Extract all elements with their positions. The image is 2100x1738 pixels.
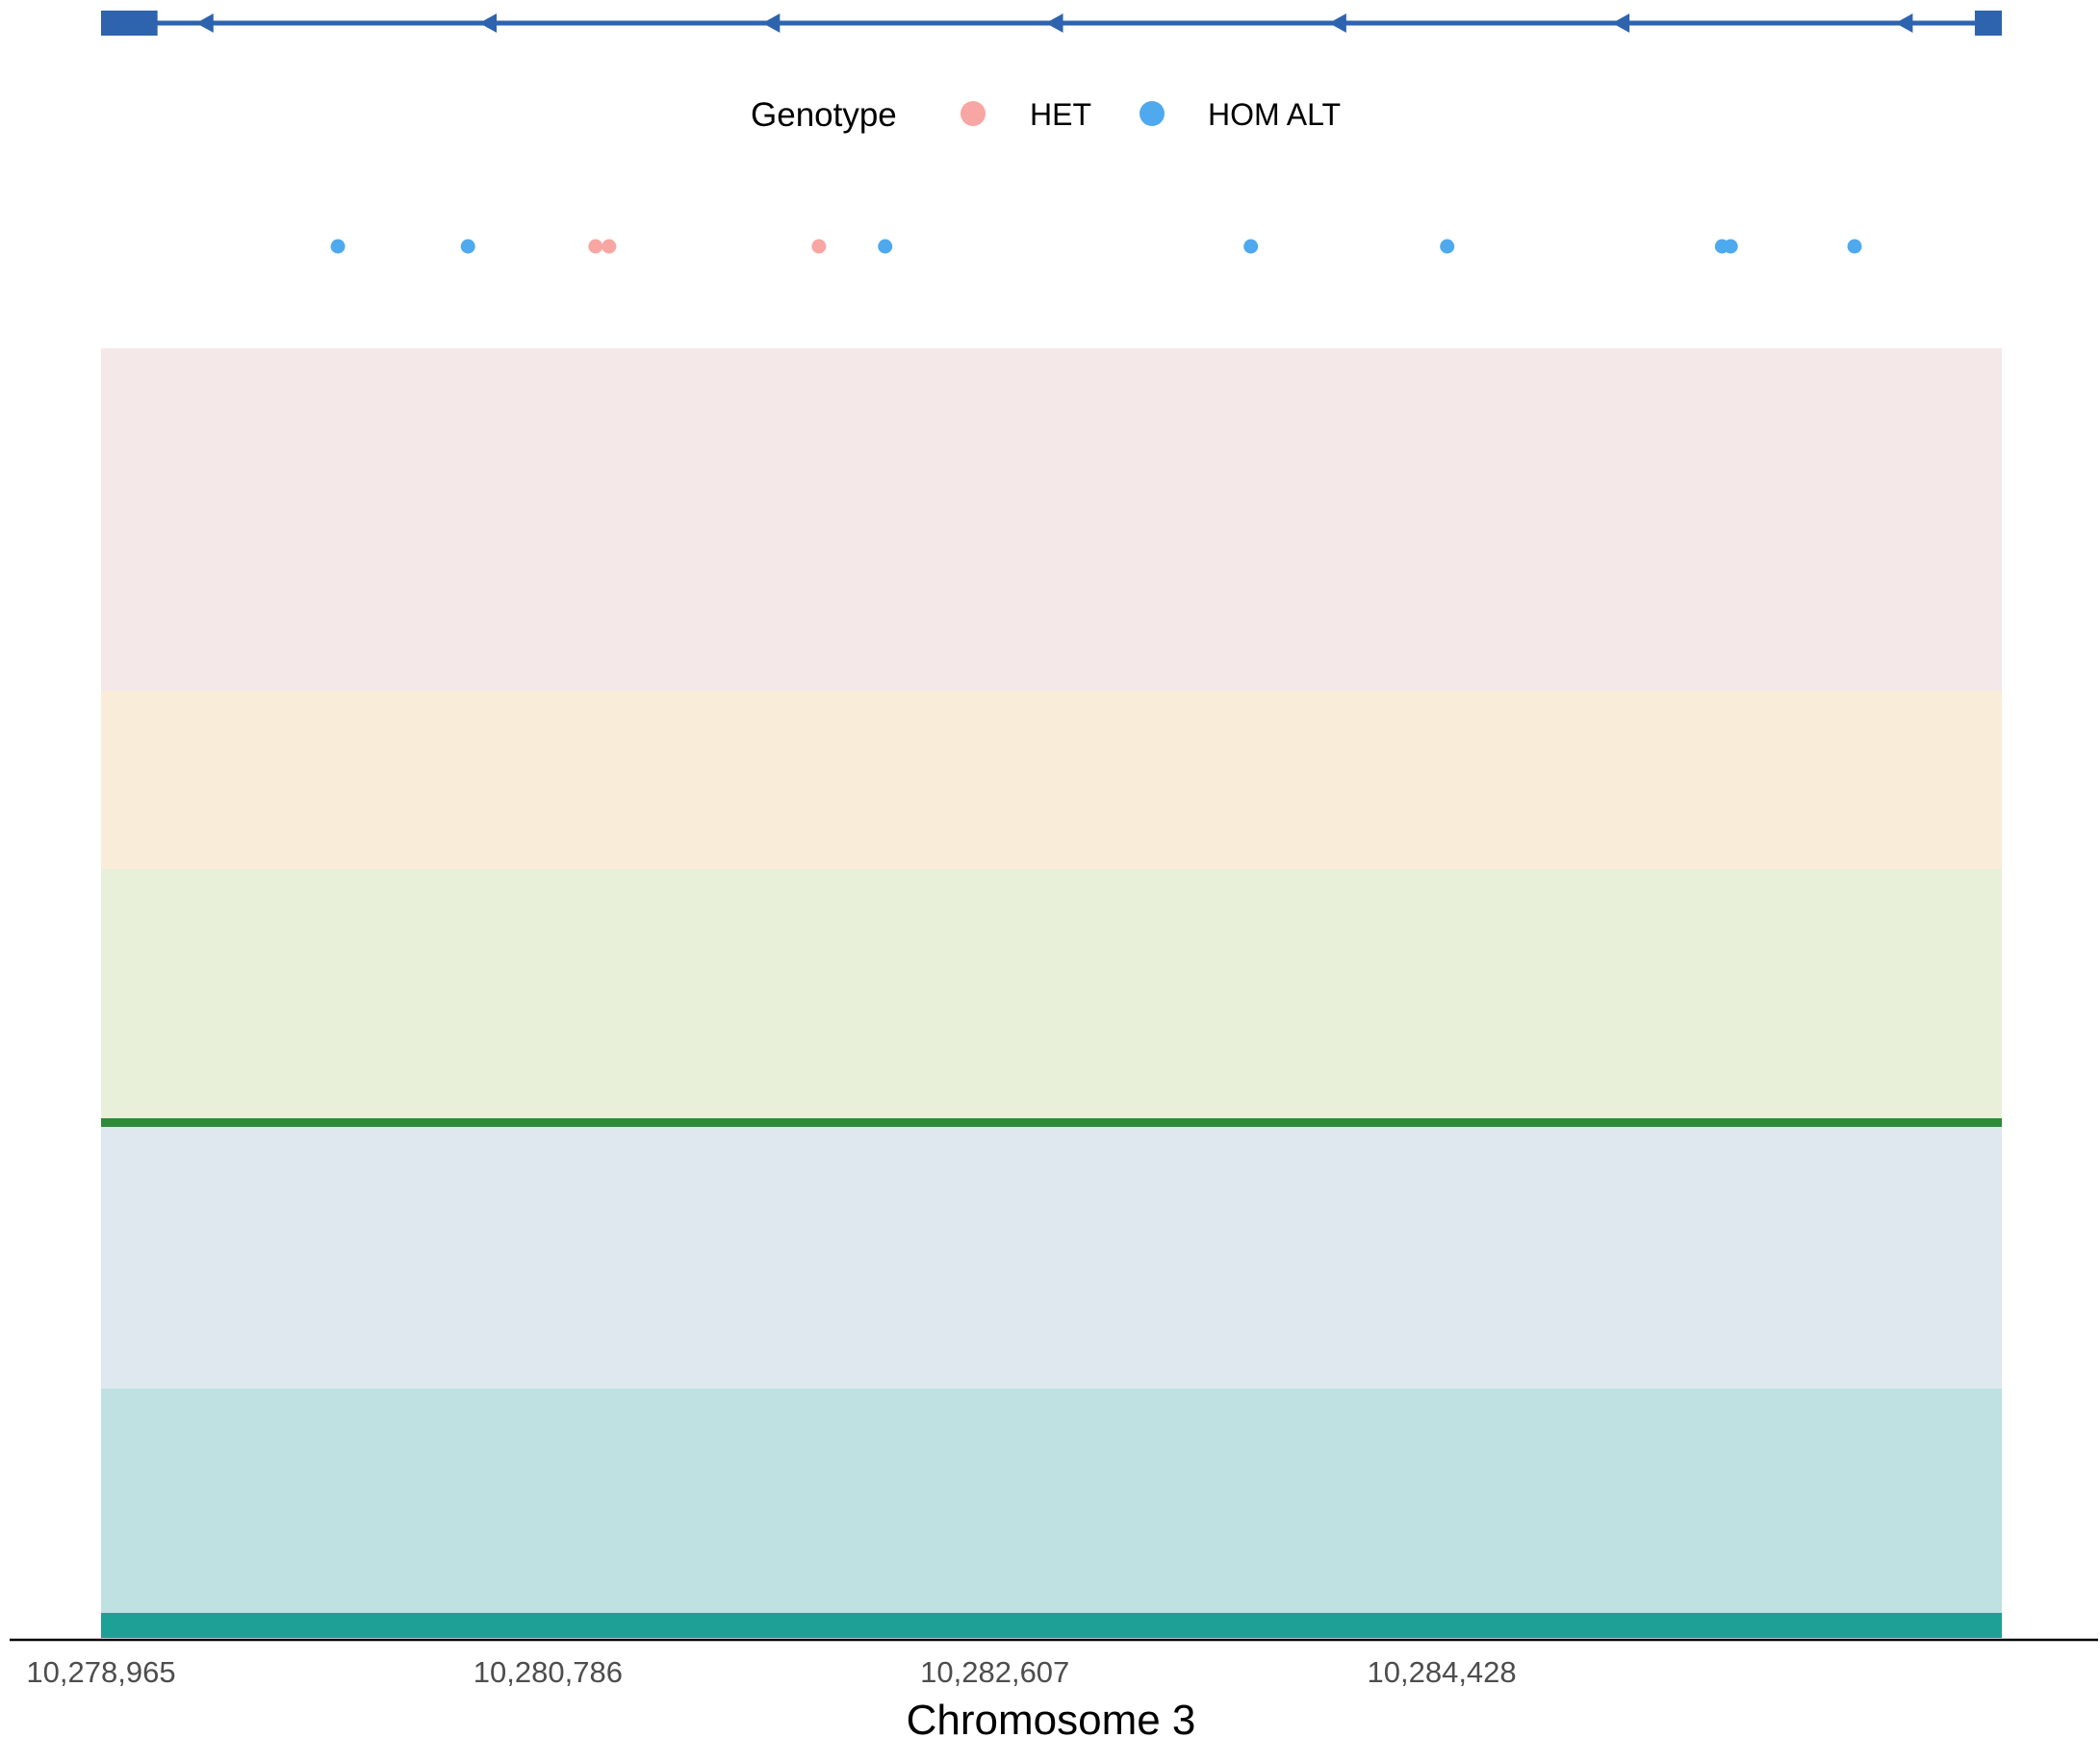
het-point bbox=[811, 239, 827, 254]
legend-swatch-het bbox=[960, 101, 986, 126]
x-axis-title: Chromosome 3 bbox=[907, 1697, 1196, 1738]
x-axis-ticks: 10,278,965 10,280,786 10,282,607 10,284,… bbox=[26, 1655, 1516, 1689]
background-band bbox=[101, 1126, 2002, 1389]
background-band bbox=[101, 869, 2002, 1126]
strand-arrow bbox=[1045, 13, 1063, 33]
legend: Genotype HET HOM ALT bbox=[751, 96, 1341, 134]
background-bands bbox=[101, 348, 2002, 1638]
strand-arrow bbox=[195, 13, 214, 33]
hom-alt-point bbox=[1243, 239, 1259, 254]
hom-alt-point bbox=[1847, 239, 1862, 254]
legend-label-hom-alt: HOM ALT bbox=[1208, 97, 1341, 132]
strand-arrow bbox=[762, 13, 781, 33]
gene-track bbox=[101, 11, 2002, 36]
het-point bbox=[588, 239, 603, 254]
background-band bbox=[101, 1389, 2002, 1638]
x-tick-label: 10,282,607 bbox=[920, 1655, 1069, 1689]
strand-arrow bbox=[479, 13, 498, 33]
hom-alt-point bbox=[330, 239, 346, 254]
coverage-track-line bbox=[101, 1613, 2002, 1638]
x-tick-label: 10,278,965 bbox=[26, 1655, 175, 1689]
legend-title: Genotype bbox=[751, 96, 897, 134]
strand-arrow bbox=[1612, 13, 1630, 33]
hom-alt-point bbox=[878, 239, 893, 254]
coverage-track-line bbox=[101, 1118, 2002, 1127]
variant-points bbox=[330, 239, 1862, 254]
strand-arrow bbox=[1895, 13, 1913, 33]
background-band bbox=[101, 348, 2002, 691]
x-tick-label: 10,284,428 bbox=[1368, 1655, 1517, 1689]
background-band bbox=[101, 691, 2002, 869]
legend-swatch-hom-alt bbox=[1140, 101, 1165, 126]
coverage-tracks bbox=[101, 1118, 2002, 1638]
legend-label-het: HET bbox=[1030, 97, 1091, 132]
hom-alt-point bbox=[1723, 239, 1738, 254]
het-point bbox=[602, 239, 617, 254]
hom-alt-point bbox=[1440, 239, 1455, 254]
hom-alt-point bbox=[460, 239, 475, 254]
strand-arrow bbox=[1328, 13, 1346, 33]
gene-exon bbox=[101, 11, 158, 36]
x-tick-label: 10,280,786 bbox=[474, 1655, 623, 1689]
gene-exon bbox=[1974, 11, 2002, 36]
